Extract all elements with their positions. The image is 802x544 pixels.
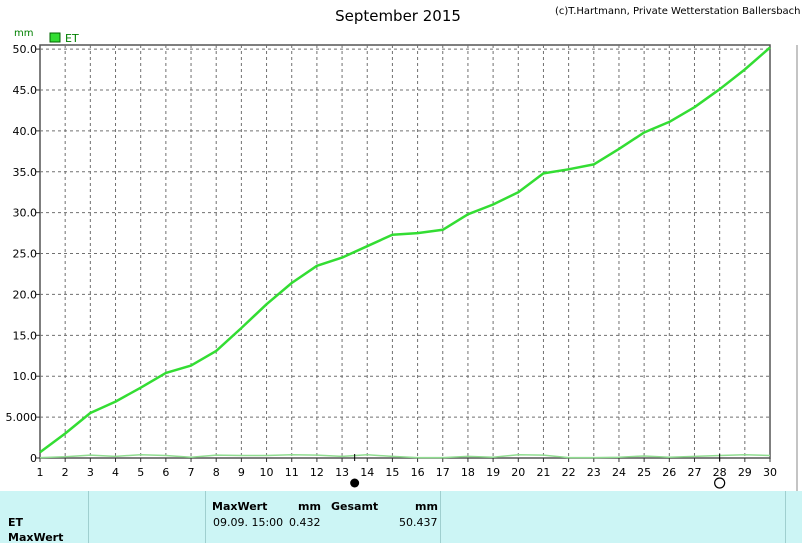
x-tick-label: 2: [62, 466, 69, 479]
x-tick-label: 23: [587, 466, 601, 479]
stats-divider: [88, 491, 89, 543]
y-tick-label: 20.0: [13, 288, 38, 301]
y-tick-labels: 0 5.000 10.0 15.0 20.0 25.0 30.0 35.0 40.0 45.0 50…: [6, 43, 40, 465]
y-axis-unit: mm: [14, 28, 33, 39]
x-tick-label: 18: [461, 466, 475, 479]
total-header: Gesamt: [331, 500, 379, 513]
x-tick-label: 17: [436, 466, 450, 479]
chart: September 2015 (c)T.Hartmann, Private We…: [6, 6, 801, 491]
x-tick-label: 30: [763, 466, 777, 479]
x-tick-label: 28: [713, 466, 727, 479]
x-tick-label: 5: [137, 466, 144, 479]
plot-frame: [39, 44, 771, 459]
x-tick-label: 4: [112, 466, 119, 479]
max-time: 09.09. 15:00: [213, 516, 284, 529]
x-tick-label: 29: [738, 466, 752, 479]
x-tick-label: 14: [360, 466, 374, 479]
x-tick-label: 11: [285, 466, 299, 479]
y-tick-label: 0: [30, 452, 37, 465]
stats-panel: MaxWert mm Gesamt mm ET 09.09. 15:00 0.4…: [0, 491, 802, 544]
y-tick-label: 35.0: [13, 166, 38, 179]
x-tick-label: 1: [37, 466, 44, 479]
legend-label: ET: [65, 32, 79, 45]
x-tick-label: 22: [562, 466, 576, 479]
grid-vertical: [64, 45, 746, 458]
total-value: 50.437: [399, 516, 438, 529]
max-unit: mm: [298, 500, 321, 513]
x-tick-label: 27: [687, 466, 701, 479]
x-tick-label: 16: [411, 466, 425, 479]
marker-layer: [350, 454, 726, 489]
y-tick-label: 5.000: [6, 411, 38, 424]
legend: ET: [49, 32, 79, 45]
chart-title: September 2015: [335, 7, 461, 25]
x-tick-label: 24: [612, 466, 626, 479]
stats-divider: [205, 491, 206, 543]
x-tick-label: 9: [238, 466, 245, 479]
series-line-secondary: [39, 453, 771, 459]
x-tick-label: 3: [87, 466, 94, 479]
total-unit: mm: [415, 500, 438, 513]
y-tick-label: 40.0: [13, 125, 38, 138]
y-tick-label: 10.0: [13, 370, 38, 383]
max-header: MaxWert: [212, 500, 268, 513]
max-value: 0.432: [289, 516, 321, 529]
series-line-et: [39, 46, 771, 454]
y-tick-label: 25.0: [13, 248, 38, 261]
copyright-text: (c)T.Hartmann, Private Wetterstation Bal…: [555, 6, 801, 17]
stats-divider: [440, 491, 441, 543]
y-tick-label: 50.0: [13, 43, 38, 56]
new-moon-marker: [350, 478, 360, 488]
x-tick-label: 8: [213, 466, 220, 479]
x-tick-label: 25: [637, 466, 651, 479]
stats-divider: [785, 491, 786, 543]
x-tick-label: 19: [486, 466, 500, 479]
x-tick-label: 6: [162, 466, 169, 479]
y-tick-label: 45.0: [13, 84, 38, 97]
x-tick-labels: 1 2 3 4 5 6 7 8 9 10 11 12 13 14 15 16 17 18 19 20 21 22 23 24 2…: [37, 458, 777, 479]
x-tick-label: 12: [310, 466, 324, 479]
y-tick-label: 30.0: [13, 207, 38, 220]
row-label-et: ET: [8, 516, 24, 529]
x-tick-label: 10: [260, 466, 274, 479]
x-tick-label: 7: [188, 466, 195, 479]
legend-swatch: [49, 32, 61, 43]
x-tick-label: 15: [385, 466, 399, 479]
x-tick-label: 20: [511, 466, 525, 479]
row-label-maxwert: MaxWert: [8, 531, 64, 544]
x-tick-label: 13: [335, 466, 349, 479]
y-tick-label: 15.0: [13, 329, 38, 342]
x-tick-label: 26: [662, 466, 676, 479]
x-tick-label: 21: [536, 466, 550, 479]
full-moon-marker: [714, 477, 726, 489]
series-layer: [39, 46, 771, 459]
